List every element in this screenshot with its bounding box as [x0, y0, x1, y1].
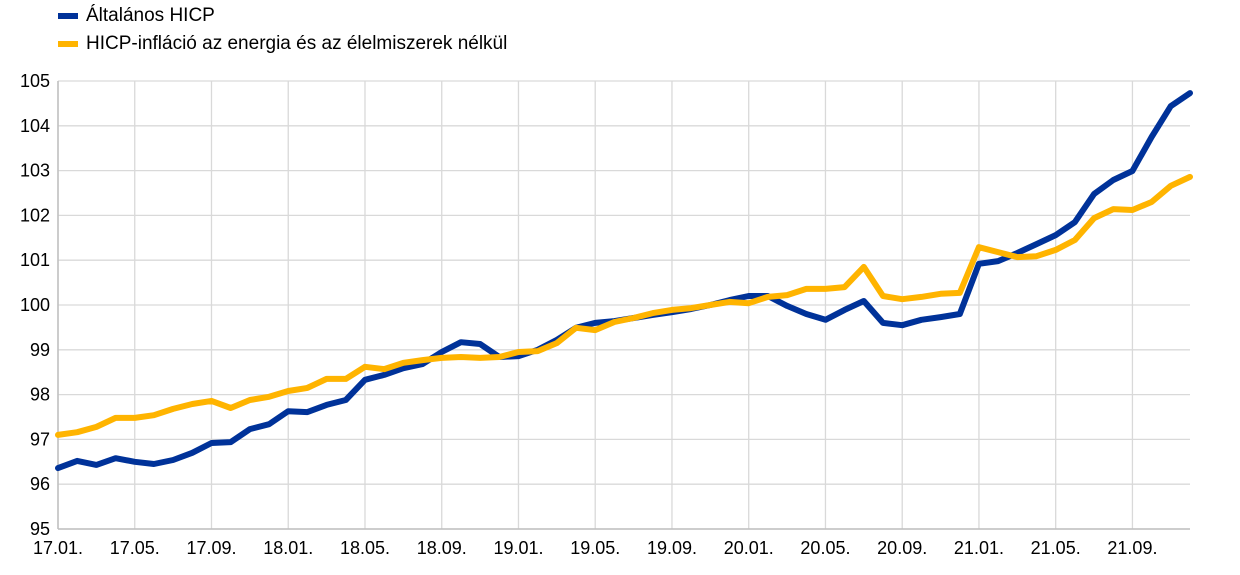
legend-item-core: HICP-infláció az energia és az élelmisze… — [58, 30, 507, 58]
y-tick-label: 103 — [20, 161, 50, 181]
legend-label-core: HICP-infláció az energia és az élelmisze… — [86, 33, 508, 54]
x-tick-label: 20.01. — [724, 538, 774, 558]
y-tick-label: 100 — [20, 295, 50, 315]
x-tick-label: 17.05. — [110, 538, 160, 558]
series-line-core — [55, 173, 1193, 438]
x-tick-label: 20.09. — [877, 538, 927, 558]
y-tick-label: 101 — [20, 250, 50, 270]
y-tick-label: 99 — [30, 340, 50, 360]
x-tick-label: 19.05. — [570, 538, 620, 558]
legend: Általános HICP HICP-infláció az energia … — [58, 2, 507, 58]
x-tick-label: 19.09. — [647, 538, 697, 558]
legend-label-hicp: Általános HICP — [86, 5, 215, 26]
x-tick-label: 18.01. — [263, 538, 313, 558]
x-tick-label: 17.09. — [186, 538, 236, 558]
legend-swatch-hicp — [58, 13, 78, 19]
x-tick-label: 18.05. — [340, 538, 390, 558]
y-tick-label: 98 — [30, 385, 50, 405]
x-tick-label: 20.05. — [800, 538, 850, 558]
legend-item-hicp: Általános HICP — [58, 2, 507, 30]
y-tick-label: 105 — [20, 71, 50, 91]
y-tick-label: 102 — [20, 205, 50, 225]
x-tick-label: 21.01. — [954, 538, 1004, 558]
x-tick-label: 21.09. — [1107, 538, 1157, 558]
legend-swatch-core — [58, 41, 78, 47]
x-tick-label: 17.01. — [33, 538, 83, 558]
series-line-hicp — [55, 90, 1193, 472]
x-tick-label: 18.09. — [417, 538, 467, 558]
y-tick-label: 97 — [30, 429, 50, 449]
x-tick-label: 21.05. — [1031, 538, 1081, 558]
y-tick-label: 104 — [20, 116, 50, 136]
x-tick-label: 19.01. — [493, 538, 543, 558]
y-tick-label: 96 — [30, 474, 50, 494]
y-tick-label: 95 — [30, 519, 50, 539]
